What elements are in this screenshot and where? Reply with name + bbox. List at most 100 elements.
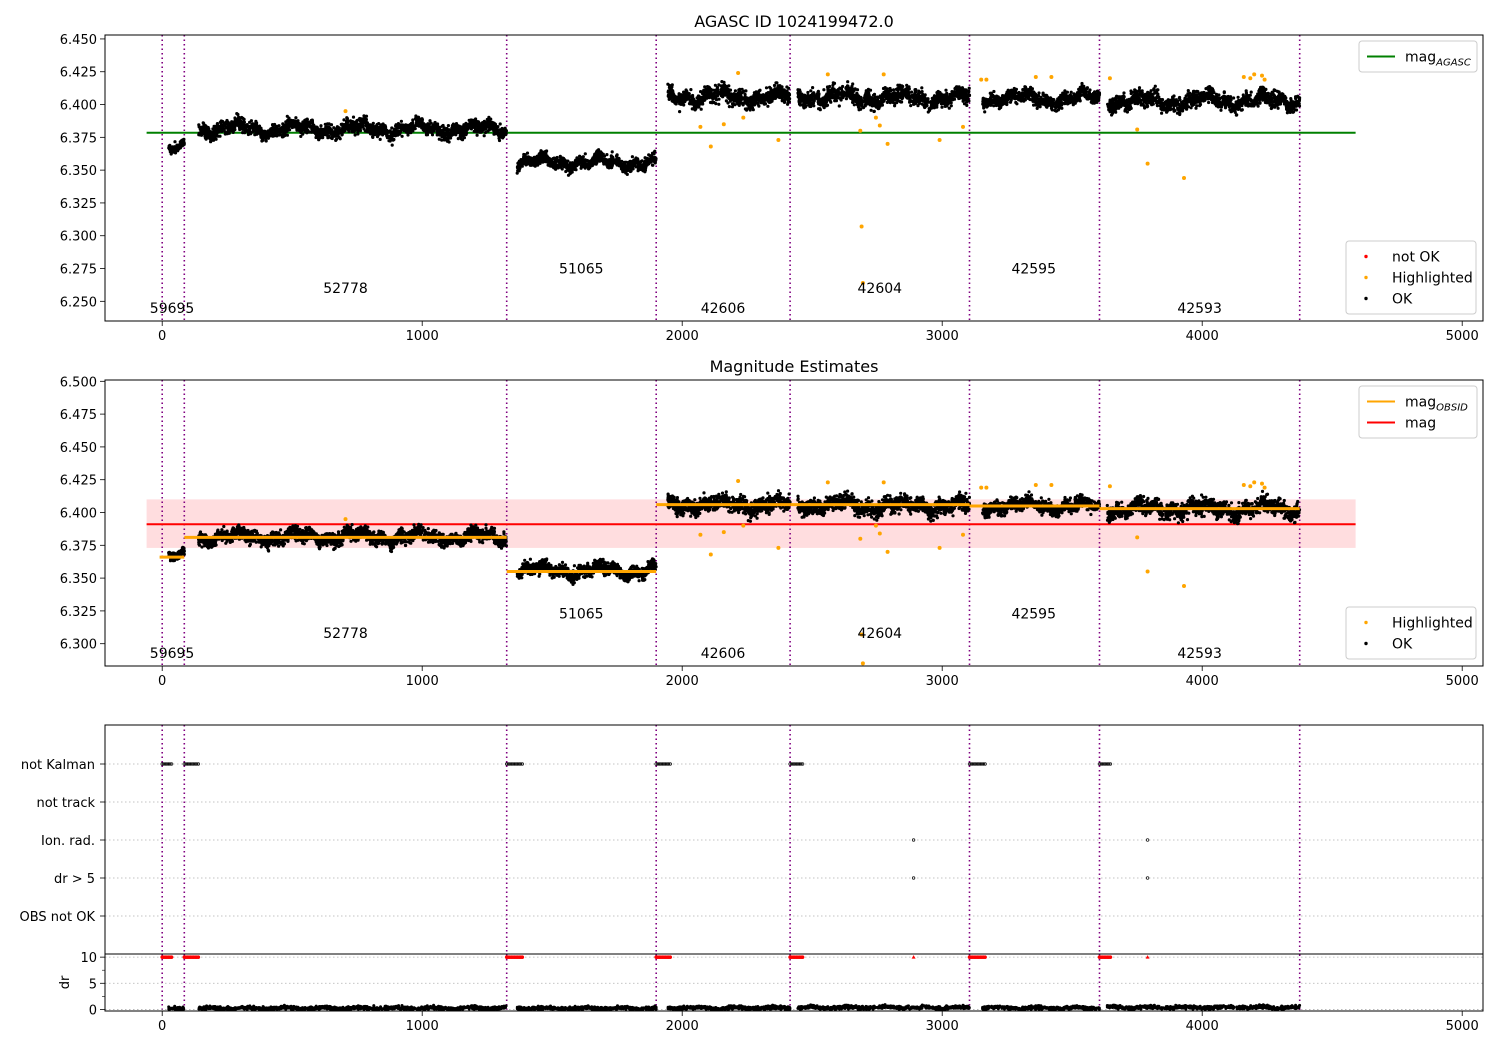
ok-point <box>908 100 912 104</box>
ok-point <box>822 88 826 92</box>
ok-points <box>167 80 1302 177</box>
ok-point <box>328 126 332 131</box>
ok-point <box>765 93 769 97</box>
ok-point <box>644 164 648 169</box>
ok-point <box>545 149 549 153</box>
ok-point <box>952 97 957 101</box>
ok-point <box>236 112 240 117</box>
ok-point <box>853 94 857 98</box>
ok-point <box>896 83 900 87</box>
ok-point <box>214 128 218 132</box>
ok-point <box>948 98 952 102</box>
ok-point <box>539 150 543 154</box>
ok-point <box>503 130 507 134</box>
ok-point <box>420 126 424 130</box>
ok-point <box>942 96 946 100</box>
ok-point <box>871 93 876 97</box>
ok-point <box>345 117 349 121</box>
ok-point <box>900 84 904 88</box>
ok-point <box>464 131 468 135</box>
ok-point <box>845 88 849 92</box>
ok-point <box>721 91 725 96</box>
ok-point <box>458 130 462 134</box>
ok-point <box>340 122 344 126</box>
ok-point <box>494 127 498 131</box>
ok-point <box>724 99 729 103</box>
ok-point <box>715 88 719 92</box>
ok-point <box>205 125 209 129</box>
ok-point <box>389 134 393 138</box>
ok-point <box>645 159 650 163</box>
ok-point <box>525 162 529 166</box>
ok-point <box>620 165 624 170</box>
ok-point <box>539 158 543 162</box>
ok-point <box>681 96 685 100</box>
ok-point <box>737 103 741 107</box>
ok-point <box>360 117 364 121</box>
ok-point <box>203 134 207 138</box>
ok-point <box>772 83 777 88</box>
ok-point <box>280 133 284 137</box>
ok-point <box>930 106 935 110</box>
ok-point <box>309 125 313 129</box>
ok-point <box>925 99 929 103</box>
ok-point <box>929 100 933 104</box>
ok-point <box>363 129 367 133</box>
ok-point <box>497 132 501 137</box>
ok-point <box>483 130 488 135</box>
ok-point <box>417 118 421 122</box>
ok-point <box>222 124 226 128</box>
ok-point <box>446 137 450 141</box>
ok-point <box>670 99 674 103</box>
ok-point <box>296 119 300 123</box>
ok-point <box>551 162 555 166</box>
ok-point <box>316 128 320 132</box>
ok-point <box>390 137 394 141</box>
ok-point <box>379 124 383 128</box>
ok-point <box>651 163 655 167</box>
ok-point <box>616 162 620 166</box>
ok-point <box>277 124 281 128</box>
ok-point <box>892 95 896 99</box>
ok-point <box>383 125 387 129</box>
ok-point <box>255 121 259 125</box>
ok-point <box>764 86 769 90</box>
ok-point <box>846 80 850 84</box>
ok-point <box>285 133 289 137</box>
ok-point <box>674 99 678 104</box>
ok-point <box>894 87 899 91</box>
ok-point <box>431 127 435 131</box>
ok-point <box>812 98 816 102</box>
ok-point <box>173 140 177 144</box>
ok-point <box>755 98 759 102</box>
ok-point <box>713 91 717 95</box>
ok-point <box>436 130 441 134</box>
ok-point <box>240 116 244 120</box>
ok-point <box>338 137 342 141</box>
ok-point <box>485 117 489 122</box>
ok-point <box>708 90 713 94</box>
ok-point <box>420 123 425 127</box>
ok-point <box>174 148 178 152</box>
ok-point <box>742 89 746 93</box>
ok-point <box>887 92 891 96</box>
ok-point <box>340 133 344 137</box>
ok-point <box>696 96 700 101</box>
ok-point <box>956 88 960 92</box>
ok-point <box>727 84 731 88</box>
ok-point <box>234 118 238 122</box>
ok-point <box>371 135 375 139</box>
ok-point <box>955 94 959 98</box>
ok-point <box>385 134 389 138</box>
ok-point <box>347 126 351 131</box>
ok-point <box>916 96 921 100</box>
ok-point <box>869 108 873 112</box>
ok-point <box>899 100 903 104</box>
ok-point <box>926 110 930 114</box>
ok-point <box>370 125 374 129</box>
ok-point <box>670 85 674 89</box>
ok-point <box>235 122 239 126</box>
ok-point <box>704 94 708 98</box>
ok-point <box>467 124 471 128</box>
ok-point <box>462 136 466 140</box>
